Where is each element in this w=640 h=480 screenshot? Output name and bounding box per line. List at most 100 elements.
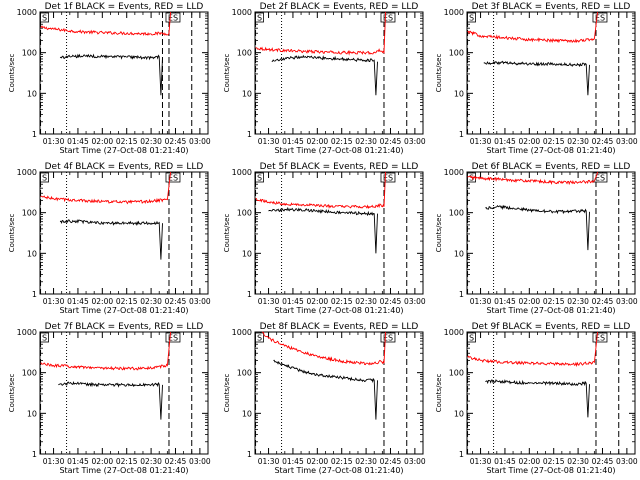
x-tick-label: 01:45 <box>67 137 89 146</box>
panel-7: Det 7f BLACK = Events, RED = LLD 1 10 100 10… <box>8 322 211 475</box>
x-tick-label: 03:00 <box>189 297 211 306</box>
x-tick-label: 03:00 <box>616 457 638 466</box>
x-tick-label: 01:45 <box>67 297 89 306</box>
marker-label-box <box>165 332 181 343</box>
x-tick-label: 02:00 <box>519 137 541 146</box>
x-tick-label: 02:30 <box>567 137 589 146</box>
series-line-lld <box>467 171 599 186</box>
y-tick-label: 100 <box>22 369 37 378</box>
panel-title: Det 5f BLACK = Events, RED = LLD <box>260 162 419 172</box>
y-tick-label: 10 <box>27 409 37 418</box>
x-tick-label: 02:00 <box>92 457 114 466</box>
x-tick-label: 02:15 <box>543 457 565 466</box>
y-tick-label: 1000 <box>17 168 37 177</box>
x-tick-label: 01:45 <box>282 297 304 306</box>
x-axis-label: Start Time (27-Oct-08 01:21:40) <box>486 466 615 475</box>
y-tick-label: 100 <box>237 369 252 378</box>
y-tick-label: 100 <box>22 49 37 58</box>
marker-label-box <box>592 12 608 23</box>
x-tick-label: 02:00 <box>519 457 541 466</box>
y-tick-label: 1 <box>247 290 252 299</box>
panel-title: Det 7f BLACK = Events, RED = LLD <box>45 322 204 332</box>
series-line-lld <box>40 171 172 205</box>
y-axis-label: Counts/sec <box>223 374 231 413</box>
x-axis-label: Start Time (27-Oct-08 01:21:40) <box>59 146 188 155</box>
y-tick-label: 10 <box>27 89 37 98</box>
y-axis-label: Counts/sec <box>8 374 16 413</box>
y-axis-label: Counts/sec <box>8 54 16 93</box>
series-line-events <box>271 54 378 96</box>
x-tick-label: 02:15 <box>331 297 353 306</box>
marker-label-box <box>467 332 476 343</box>
y-tick-label: 1 <box>459 450 464 459</box>
x-axis-label: Start Time (27-Oct-08 01:21:40) <box>59 306 188 315</box>
x-tick-label: 02:15 <box>116 137 138 146</box>
y-tick-label: 10 <box>242 89 252 98</box>
y-tick-label: 1 <box>459 130 464 139</box>
marker-label-box <box>592 172 608 183</box>
y-tick-label: 10 <box>27 249 37 258</box>
x-tick-label: 02:30 <box>140 297 162 306</box>
series-line-lld <box>40 11 172 37</box>
panel-title: Det 1f BLACK = Events, RED = LLD <box>45 2 204 12</box>
x-tick-label: 03:00 <box>404 297 426 306</box>
marker-label: ES <box>168 334 178 343</box>
x-tick-label: 01:45 <box>282 137 304 146</box>
marker-label: ES <box>595 174 605 183</box>
marker-label-box <box>380 172 396 183</box>
x-tick-label: 02:45 <box>592 457 614 466</box>
y-tick-label: 10 <box>454 249 464 258</box>
marker-label-box <box>165 12 181 23</box>
y-tick-label: 100 <box>237 209 252 218</box>
x-tick-label: 03:00 <box>189 137 211 146</box>
x-tick-label: 02:45 <box>165 297 187 306</box>
marker-label: S <box>257 334 262 343</box>
x-tick-label: 02:00 <box>307 457 329 466</box>
plot-frame <box>39 331 209 455</box>
x-tick-label: 01:45 <box>67 457 89 466</box>
x-tick-label: 02:30 <box>355 457 377 466</box>
x-tick-label: 03:00 <box>404 457 426 466</box>
series-line-events <box>268 206 378 254</box>
y-axis-label: Counts/sec <box>223 54 231 93</box>
panel-4: Det 4f BLACK = Events, RED = LLD 1 10 100 10… <box>8 162 211 315</box>
y-tick-label: 1000 <box>232 8 252 17</box>
x-tick-label: 01:45 <box>494 137 516 146</box>
plot-frame <box>466 11 636 135</box>
x-tick-label: 02:00 <box>307 297 329 306</box>
panel-title: Det 9f BLACK = Events, RED = LLD <box>472 322 631 332</box>
x-tick-label: 02:45 <box>592 297 614 306</box>
x-tick-label: 02:30 <box>567 297 589 306</box>
marker-label: S <box>257 14 262 23</box>
x-axis-label: Start Time (27-Oct-08 01:21:40) <box>274 466 403 475</box>
panel-1: Det 1f BLACK = Events, RED = LLD 1 10 100 10… <box>8 2 211 155</box>
marker-label: ES <box>168 14 178 23</box>
plot-frame <box>254 171 424 295</box>
x-tick-label: 02:45 <box>380 297 402 306</box>
x-axis-label: Start Time (27-Oct-08 01:21:40) <box>274 306 403 315</box>
y-tick-label: 1 <box>247 450 252 459</box>
x-tick-label: 02:00 <box>307 137 329 146</box>
marker-label: S <box>42 174 47 183</box>
y-tick-label: 100 <box>449 49 464 58</box>
y-tick-label: 1 <box>32 130 37 139</box>
x-axis-label: Start Time (27-Oct-08 01:21:40) <box>486 146 615 155</box>
marker-label-box <box>40 12 49 23</box>
marker-label: ES <box>383 174 393 183</box>
x-tick-label: 01:30 <box>470 137 492 146</box>
y-tick-label: 1000 <box>17 328 37 337</box>
x-tick-label: 02:15 <box>331 457 353 466</box>
x-axis-label: Start Time (27-Oct-08 01:21:40) <box>59 466 188 475</box>
marker-label: ES <box>383 334 393 343</box>
y-tick-label: 1000 <box>232 328 252 337</box>
panel-9: Det 9f BLACK = Events, RED = LLD 1 10 100 10… <box>435 322 638 475</box>
x-tick-label: 02:15 <box>543 297 565 306</box>
x-tick-label: 02:00 <box>92 137 114 146</box>
x-tick-label: 02:45 <box>380 457 402 466</box>
x-tick-label: 02:30 <box>355 297 377 306</box>
y-tick-label: 10 <box>454 89 464 98</box>
x-tick-label: 01:45 <box>494 457 516 466</box>
y-axis-label: Counts/sec <box>8 214 16 253</box>
plot-frame <box>466 331 636 455</box>
